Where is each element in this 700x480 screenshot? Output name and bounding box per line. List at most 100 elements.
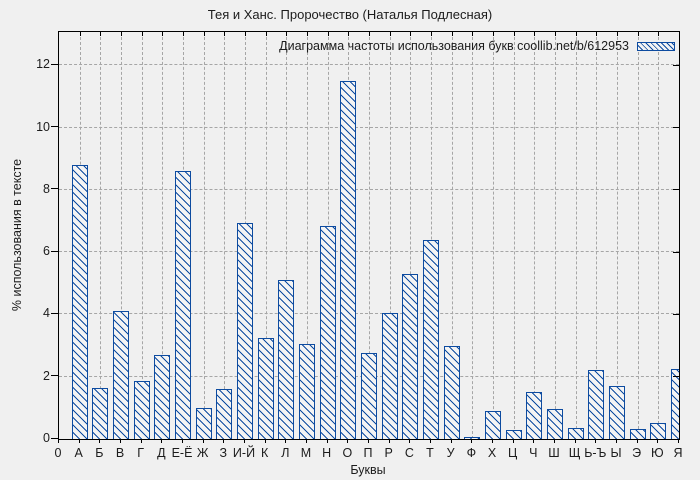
x-tick	[595, 439, 597, 443]
x-tick-label: Н	[322, 446, 332, 460]
x-tick-top	[472, 32, 474, 36]
x-tick	[657, 439, 659, 443]
x-tick	[285, 439, 287, 443]
x-grid-line	[100, 32, 102, 439]
y-tick	[51, 312, 58, 314]
x-tick-top	[369, 32, 370, 36]
x-tick	[574, 439, 576, 443]
x-tick	[616, 439, 617, 443]
bar-Н	[319, 226, 336, 439]
x-tick-top	[534, 32, 536, 36]
x-tick-label: З	[219, 446, 228, 460]
x-tick	[430, 439, 431, 443]
bar-П	[361, 353, 377, 439]
x-tick	[78, 439, 80, 443]
y-tick-right	[673, 251, 679, 253]
x-tick-top	[493, 32, 494, 36]
x-grid-line	[410, 32, 412, 439]
x-tick-label: И-Й	[232, 446, 256, 460]
y-tick-label: 12	[36, 57, 50, 72]
x-tick	[450, 439, 452, 443]
x-tick-top	[431, 32, 432, 36]
x-grid-line	[307, 32, 308, 439]
x-tick	[347, 439, 349, 443]
x-tick	[58, 439, 59, 443]
x-tick	[678, 439, 679, 443]
y-tick-right	[673, 376, 679, 378]
x-tick-label: Б	[95, 446, 104, 460]
x-grid-line	[637, 32, 639, 439]
x-tick-top	[286, 32, 288, 36]
x-tick-label: Р	[384, 446, 393, 460]
bar-Е-Ё	[175, 171, 191, 439]
x-tick-top	[183, 32, 184, 36]
y-tick-label: 6	[43, 244, 50, 259]
bar-Ю	[650, 423, 667, 439]
x-grid-line	[555, 32, 556, 439]
page-title: Тея и Ханс. Пророчество (Наталья Подлесн…	[207, 7, 493, 22]
bar-Р	[381, 313, 398, 439]
x-tick-top	[327, 32, 329, 36]
x-tick-label: М	[300, 446, 312, 460]
x-axis-title: Буквы	[350, 463, 386, 477]
x-tick-label: Ю	[651, 446, 664, 460]
x-tick-top	[596, 32, 598, 36]
x-tick-label: Е-Ё	[171, 446, 193, 460]
x-tick-top	[617, 32, 618, 36]
bar-Ш	[547, 409, 563, 439]
x-tick	[636, 439, 638, 443]
bar-Э	[629, 429, 646, 439]
bar-Ь-Ъ	[588, 370, 605, 439]
x-grid-line	[513, 32, 515, 439]
x-tick-label: К	[261, 446, 269, 460]
x-tick	[244, 439, 245, 443]
x-tick-label: Ш	[548, 446, 560, 460]
x-tick	[512, 439, 514, 443]
bar-Г	[133, 381, 150, 439]
x-grid-line	[389, 32, 391, 439]
x-tick-label: П	[363, 446, 373, 460]
bar-В	[113, 311, 129, 439]
x-tick-label: С	[404, 446, 414, 460]
x-tick-label: Ь-Ъ	[584, 446, 607, 460]
bar-Ж	[195, 408, 212, 439]
x-tick-top	[389, 32, 391, 36]
bar-Б	[92, 388, 109, 439]
x-tick	[264, 439, 266, 443]
x-grid-line	[265, 32, 267, 439]
x-grid-line	[472, 32, 474, 439]
x-tick-top	[79, 32, 81, 36]
x-grid-line	[203, 32, 205, 439]
x-tick-label: Л	[281, 446, 290, 460]
x-grid-line	[493, 32, 494, 439]
y-tick-right	[673, 189, 679, 191]
bar-Т	[423, 240, 439, 439]
bar-Ч	[526, 392, 543, 439]
x-grid-line	[451, 32, 453, 439]
y-tick	[51, 126, 58, 128]
bar-К	[257, 338, 274, 439]
x-tick-label: Г	[137, 446, 145, 460]
y-tick-label: 8	[43, 181, 50, 196]
y-tick	[51, 188, 58, 190]
bar-О	[340, 81, 357, 439]
x-tick	[471, 439, 473, 443]
bar-Ф	[464, 437, 481, 439]
x-tick	[368, 439, 369, 443]
x-grid-line	[679, 32, 680, 439]
bar-А	[71, 165, 88, 439]
x-tick-top	[348, 32, 350, 36]
x-grid-line	[286, 32, 288, 439]
bar-Д	[154, 355, 171, 439]
x-tick-top	[555, 32, 556, 36]
y-tick	[51, 63, 58, 65]
x-tick	[223, 439, 225, 443]
x-tick-top	[575, 32, 577, 36]
x-tick	[99, 439, 101, 443]
x-tick-label: Ы	[610, 446, 622, 460]
bar-С	[402, 274, 419, 439]
x-tick	[140, 439, 142, 443]
bar-З	[216, 389, 233, 439]
bar-Х	[485, 411, 501, 439]
